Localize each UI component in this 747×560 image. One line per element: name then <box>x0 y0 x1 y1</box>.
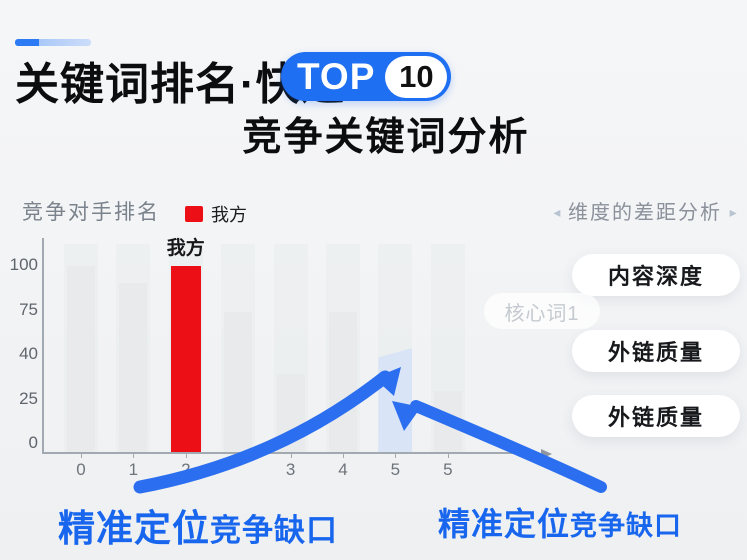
chevron-left-icon[interactable]: ◂ <box>553 204 561 220</box>
x-axis-tick <box>185 453 187 458</box>
bar-competitor-1 <box>119 283 148 452</box>
pill-backlink-quality-2[interactable]: 外链质量 <box>572 395 740 437</box>
bar-annotation: 我方 <box>166 238 205 259</box>
caption-right-strong: 精准定位 <box>438 506 571 542</box>
accent-light-segment <box>39 39 91 46</box>
core-keyword-chip: 核心词1 <box>484 293 600 329</box>
x-axis-tick <box>290 453 292 458</box>
x-tick-label: 0 <box>76 460 86 479</box>
bar-ours-2 <box>170 266 201 452</box>
y-tick-label: 25 <box>19 388 38 408</box>
page-subtitle: 竞争关键词分析 <box>242 116 530 159</box>
x-tick-label: 1 <box>128 460 139 479</box>
chevron-right-icon[interactable]: ▸ <box>729 204 737 220</box>
badge-top-label: TOP <box>297 55 376 97</box>
dimension-gap-title: 维度的差距分析 <box>568 202 722 224</box>
bar-competitor-7 <box>433 391 462 452</box>
y-tick-label: 40 <box>19 344 38 363</box>
x-tick-label: 4 <box>338 460 348 479</box>
caption-left-strong: 精准定位 <box>58 508 210 549</box>
bar-competitor-3 <box>224 312 253 452</box>
bar-chart-plot: 0 1 我方 2 3 4 5 5 100 75 40 25 0 <box>10 238 552 479</box>
caption-left-rest: 竞争缺口 <box>210 513 338 548</box>
x-axis-tick <box>447 453 449 458</box>
caption-right-rest: 竞争缺口 <box>570 511 683 541</box>
legend-label: 我方 <box>211 205 247 225</box>
title-accent-bar <box>15 39 91 46</box>
chart-title: 竞争对手排名 <box>22 201 160 224</box>
caption-right: 精准定位 竞争缺口 <box>438 499 682 545</box>
pill-backlink-quality-1[interactable]: 外链质量 <box>572 330 740 372</box>
x-tick-label: 5 <box>390 460 401 479</box>
bar-competitor-4 <box>276 374 305 452</box>
legend-swatch-red <box>185 206 203 222</box>
y-tick-label: 100 <box>9 255 38 274</box>
chart-legend: 我方 <box>185 201 247 227</box>
badge-number: 10 <box>385 55 448 98</box>
bar-competitor-5 <box>329 312 357 452</box>
y-tick-label: 75 <box>19 299 38 319</box>
x-axis-tick <box>238 453 240 458</box>
x-axis-tick <box>395 453 397 458</box>
x-axis-tick <box>81 453 82 458</box>
pill-content-depth[interactable]: 内容深度 <box>572 254 740 296</box>
x-tick-label: 3 <box>285 460 296 479</box>
x-axis-tick <box>343 453 344 458</box>
x-tick-label: 5 <box>443 460 453 479</box>
x-axis-arrowhead-icon <box>541 449 552 459</box>
bar-gap-highlight-6 <box>378 348 413 452</box>
header: 关键词排名·快速 TOP 10 <box>15 48 452 109</box>
top10-badge: TOP 10 <box>281 52 452 101</box>
bar-competitor-0 <box>67 266 95 452</box>
accent-dark-segment <box>15 39 39 46</box>
x-axis-tick <box>133 453 135 458</box>
y-tick-label: 0 <box>28 433 38 452</box>
dimension-gap-heading: ◂ 维度的差距分析 ▸ <box>545 196 745 225</box>
x-tick-label: 2 <box>181 460 191 479</box>
caption-left: 精准定位 竞争缺口 <box>58 498 338 552</box>
